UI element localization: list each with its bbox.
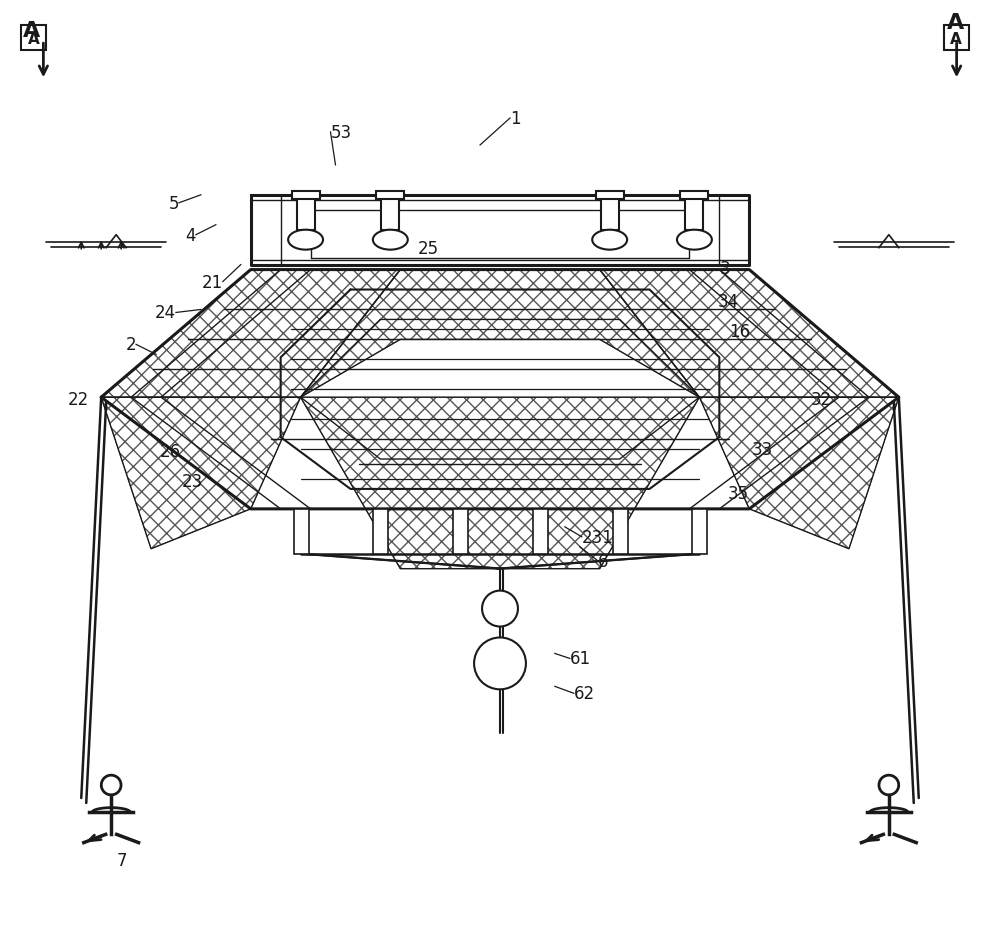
Bar	[601, 196, 619, 230]
Bar	[376, 191, 404, 200]
Text: 22: 22	[68, 391, 89, 408]
Text: 7: 7	[116, 851, 127, 869]
Bar	[294, 509, 309, 554]
Circle shape	[879, 775, 899, 795]
Text: 23: 23	[182, 472, 203, 490]
Text: 231: 231	[582, 528, 614, 547]
Text: 32: 32	[811, 391, 832, 408]
Circle shape	[482, 591, 518, 626]
Text: 21: 21	[202, 273, 223, 291]
Text: A: A	[950, 32, 962, 46]
Circle shape	[101, 775, 121, 795]
Bar	[381, 196, 399, 230]
Bar	[373, 509, 388, 554]
Text: 26: 26	[160, 443, 181, 460]
Text: 24: 24	[155, 304, 176, 322]
Bar	[692, 509, 707, 554]
Text: 33: 33	[751, 441, 772, 458]
Ellipse shape	[592, 230, 627, 251]
Ellipse shape	[677, 230, 712, 251]
Bar	[453, 509, 468, 554]
Text: 3: 3	[719, 259, 730, 277]
Text: A: A	[947, 13, 964, 33]
Bar	[596, 191, 624, 200]
Text: 35: 35	[727, 484, 748, 502]
Text: 1: 1	[510, 110, 521, 128]
Bar	[297, 196, 315, 230]
Text: A: A	[23, 21, 40, 41]
Text: 25: 25	[418, 239, 439, 257]
Text: 4: 4	[185, 226, 196, 244]
Bar	[533, 509, 548, 554]
Text: 5: 5	[168, 195, 179, 213]
Ellipse shape	[288, 230, 323, 251]
Bar	[292, 191, 320, 200]
Bar	[944, 26, 969, 51]
Bar	[613, 509, 628, 554]
Text: 16: 16	[729, 323, 750, 341]
Bar	[21, 26, 46, 51]
Text: 6: 6	[598, 552, 608, 570]
Text: 61: 61	[570, 650, 591, 667]
Bar	[685, 196, 703, 230]
Text: 62: 62	[574, 685, 595, 702]
Text: 2: 2	[125, 336, 136, 354]
Text: 53: 53	[331, 123, 352, 142]
Ellipse shape	[373, 230, 408, 251]
Bar	[680, 191, 708, 200]
Text: 34: 34	[717, 293, 738, 311]
Circle shape	[474, 638, 526, 690]
Text: A: A	[28, 32, 39, 46]
